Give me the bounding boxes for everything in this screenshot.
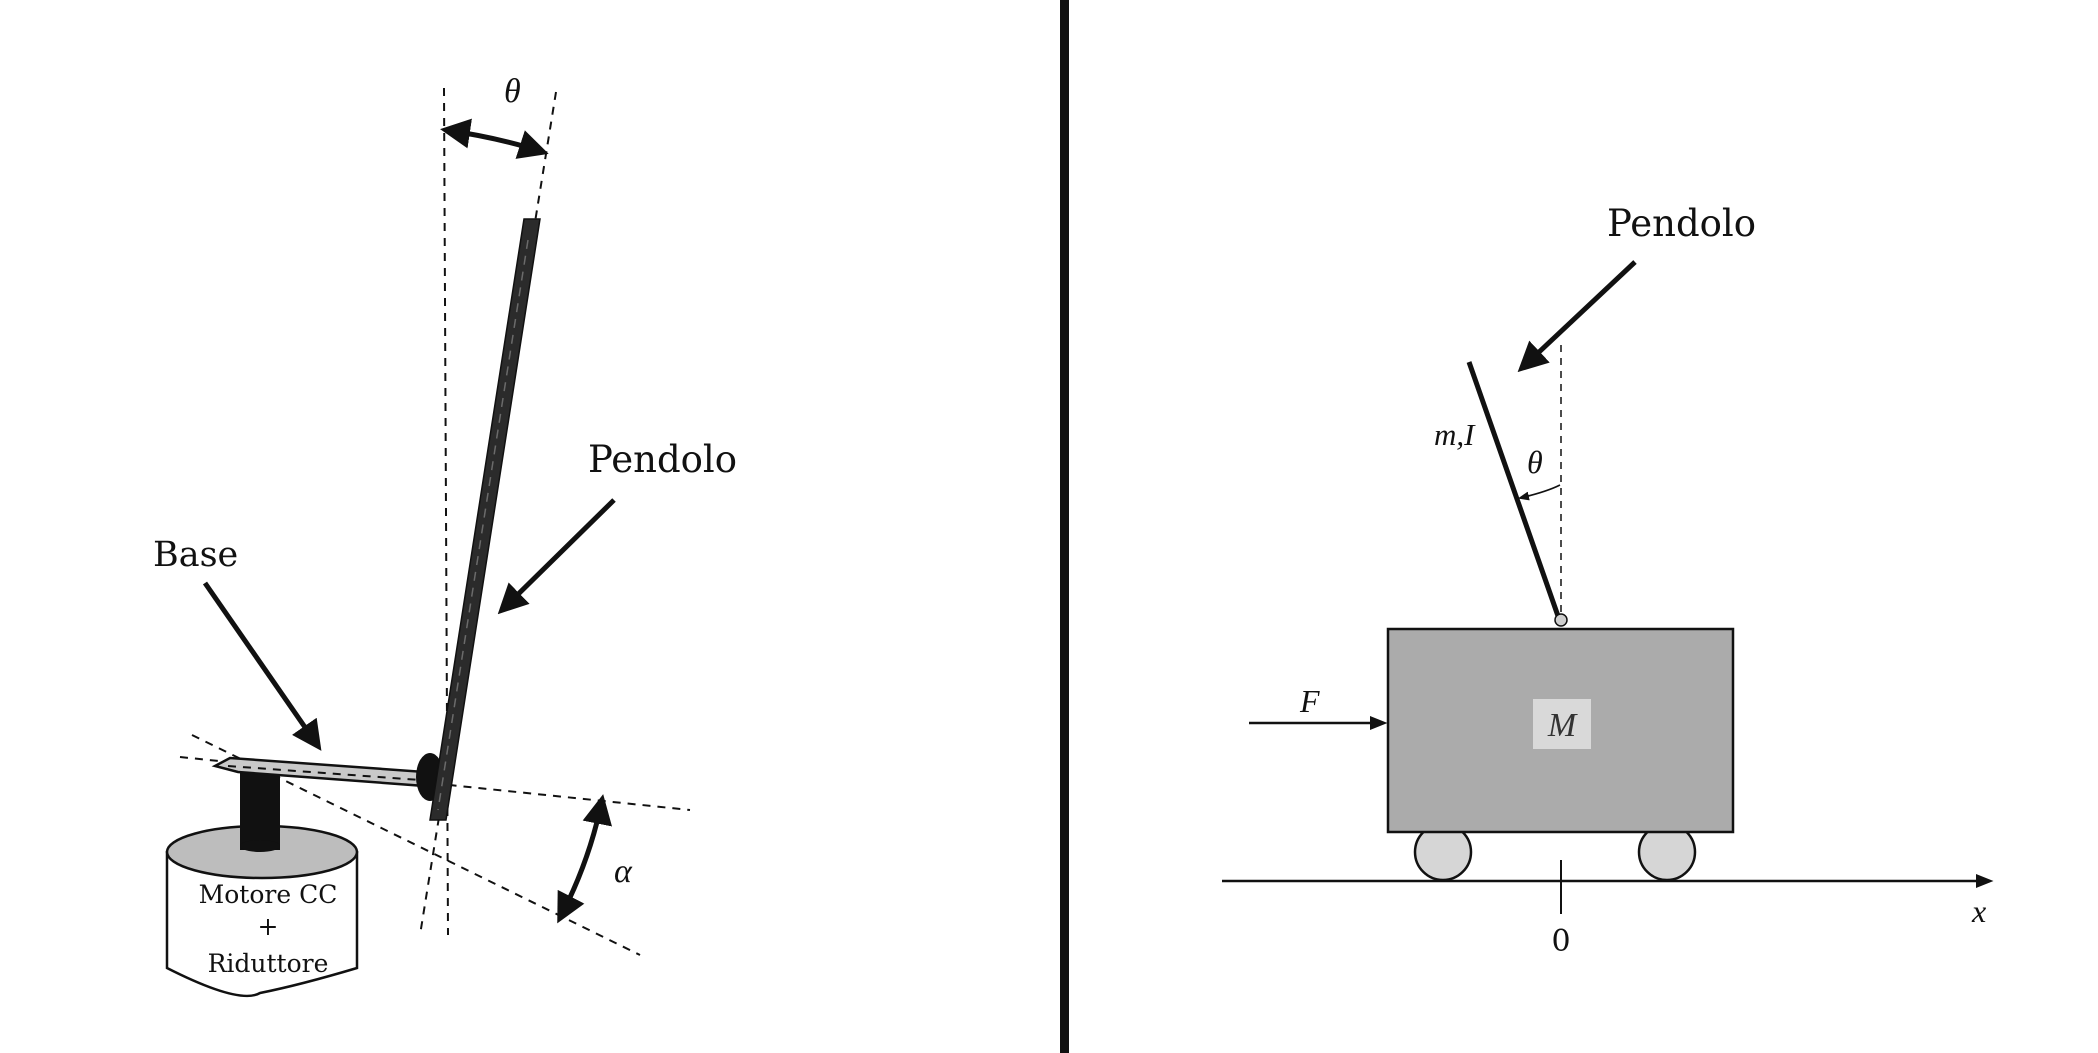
base-pointer-arrow bbox=[202, 581, 322, 751]
cart-mass-label: M bbox=[1547, 707, 1578, 744]
pendulum-rod bbox=[429, 218, 541, 821]
base-label: Base bbox=[153, 535, 238, 575]
pendulum-pointer-arrow-left bbox=[497, 498, 616, 615]
cart-mass-label-box bbox=[1533, 699, 1591, 749]
motor-label-line1: Motore CC bbox=[199, 880, 338, 909]
pendulum-label-right: Pendolo bbox=[1607, 202, 1756, 245]
motor-label-line2: + bbox=[258, 912, 279, 941]
pendulum-rod-right bbox=[1466, 361, 1561, 617]
theta-label-right: θ bbox=[1527, 444, 1543, 480]
cart-pole-diagram: x 0 M F θ m,I Pendolo bbox=[1222, 202, 1994, 959]
motor-shaft bbox=[240, 770, 280, 850]
alpha-arrow bbox=[557, 794, 612, 924]
motor-label-line3: Riduttore bbox=[208, 949, 329, 978]
theta-label: θ bbox=[504, 73, 521, 110]
motor: Motore CC + Riduttore bbox=[165, 770, 359, 998]
rotary-pendulum-diagram: θ Motore CC + Riduttore α Base Pendolo bbox=[153, 73, 737, 998]
pendulum-pivot bbox=[1554, 613, 1568, 627]
theta-arrow-right bbox=[1517, 484, 1561, 501]
theta-arrow bbox=[440, 118, 549, 159]
origin-label: 0 bbox=[1551, 924, 1570, 959]
motor-body bbox=[165, 850, 359, 998]
pendulum-label-left: Pendolo bbox=[588, 438, 737, 481]
pendulum-pointer-arrow-right bbox=[1517, 260, 1637, 373]
alpha-label: α bbox=[614, 853, 633, 890]
mass-inertia-label: m,I bbox=[1434, 417, 1476, 452]
panel-divider bbox=[1060, 0, 1069, 1053]
force-label: F bbox=[1299, 683, 1320, 719]
x-axis-label: x bbox=[1971, 893, 1986, 929]
